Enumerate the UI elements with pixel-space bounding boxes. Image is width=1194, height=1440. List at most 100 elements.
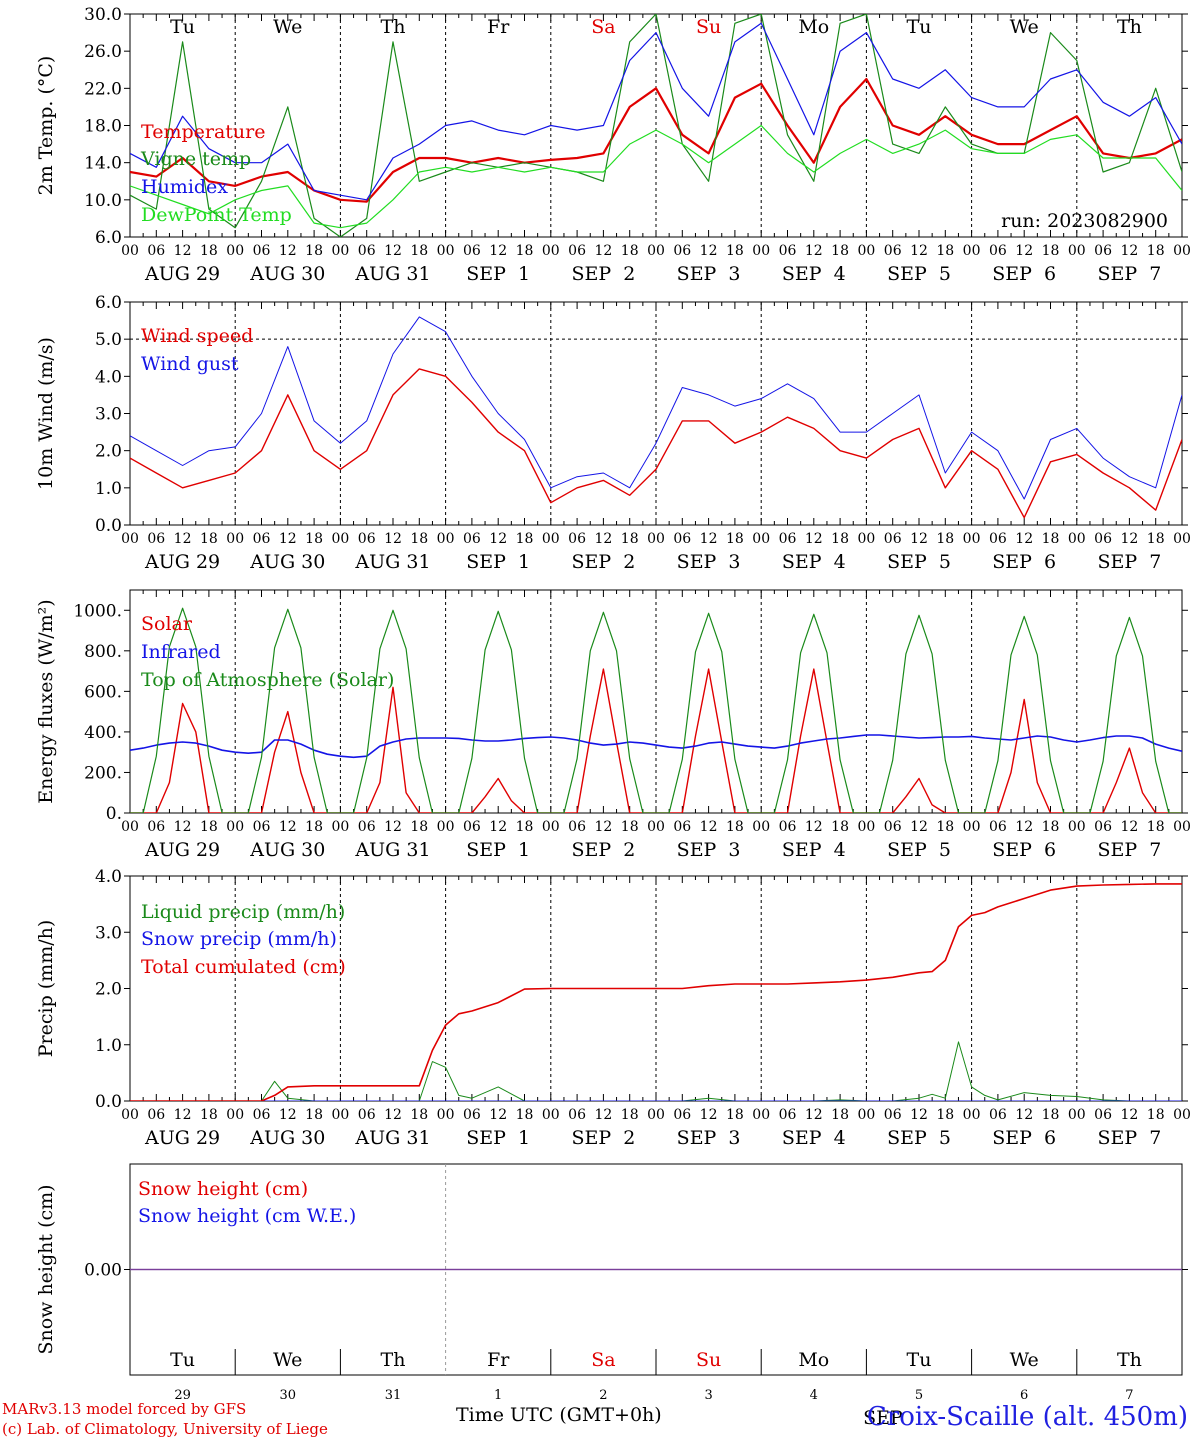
y-axis-label: Energy fluxes (W/m²) xyxy=(35,599,57,803)
y-tick-label: 4.0 xyxy=(95,367,122,387)
hour-label: 00 xyxy=(542,531,560,547)
day-name: We xyxy=(273,16,302,38)
hour-label: 06 xyxy=(989,243,1007,259)
hour-label: 06 xyxy=(358,1107,376,1123)
hour-label: 12 xyxy=(279,531,297,547)
series-line-0 xyxy=(130,1041,1182,1101)
series-group xyxy=(130,316,1182,519)
y-tick-label: 1.0 xyxy=(95,479,122,499)
day-name: Th xyxy=(381,16,406,38)
date-label: AUG 30 xyxy=(249,1127,325,1149)
legend-label: Humidex xyxy=(141,176,228,198)
hour-label: 12 xyxy=(384,531,402,547)
legend-label: Infrared xyxy=(141,641,221,663)
y-tick-label: 2.0 xyxy=(95,442,122,462)
hour-label: 12 xyxy=(805,1107,823,1123)
hour-label: 06 xyxy=(147,531,165,547)
hour-label: 00 xyxy=(331,1107,349,1123)
hour-label: 18 xyxy=(831,1107,849,1123)
hour-label: 18 xyxy=(200,1107,218,1123)
hour-label: 12 xyxy=(1015,1107,1033,1123)
hour-label: 06 xyxy=(779,531,797,547)
station-name: Croix-Scaille (alt. 450m) xyxy=(866,1402,1188,1432)
date-label: SEP 7 xyxy=(1097,263,1161,285)
hour-label: 06 xyxy=(463,531,481,547)
hour-label: 12 xyxy=(594,531,612,547)
day-number: 2 xyxy=(599,1388,607,1403)
hour-label: 12 xyxy=(700,531,718,547)
day-name: Fr xyxy=(487,16,510,38)
y-tick-label: 400. xyxy=(84,723,122,743)
day-name-bottom: We xyxy=(1010,1349,1039,1371)
date-label: AUG 30 xyxy=(249,839,325,861)
day-name-bottom: Sa xyxy=(591,1349,615,1371)
hour-label: 18 xyxy=(1042,1107,1060,1123)
hour-label: 06 xyxy=(673,531,691,547)
y-tick-label: 3.0 xyxy=(95,923,122,943)
hour-label: 00 xyxy=(1068,1107,1086,1123)
y-tick-label: 0. xyxy=(106,804,122,824)
hour-label: 00 xyxy=(437,819,455,835)
date-label: SEP 4 xyxy=(782,263,846,285)
y-axis-label: Precip (mm/h) xyxy=(35,920,57,1058)
hour-label: 00 xyxy=(226,819,244,835)
date-label: SEP 3 xyxy=(677,263,741,285)
legend-label: Vigne temp xyxy=(140,148,251,170)
day-number: 6 xyxy=(1020,1388,1028,1403)
hour-label: 12 xyxy=(384,1107,402,1123)
legend-label: Total cumulated (cm) xyxy=(141,956,346,978)
hour-label: 06 xyxy=(1094,531,1112,547)
hour-label: 00 xyxy=(857,243,875,259)
hour-label: 18 xyxy=(305,1107,323,1123)
hour-label: 06 xyxy=(673,1107,691,1123)
hour-label: 18 xyxy=(831,531,849,547)
y-tick-label: 1000. xyxy=(73,601,122,621)
hour-label: 12 xyxy=(910,1107,928,1123)
hour-label: 00 xyxy=(1068,819,1086,835)
hour-label: 18 xyxy=(1147,1107,1165,1123)
hour-label: 18 xyxy=(200,819,218,835)
legend-label: Temperature xyxy=(141,121,265,143)
time-axis-title: Time UTC (GMT+0h) xyxy=(456,1404,662,1426)
hour-label: 00 xyxy=(752,531,770,547)
hour-label: 12 xyxy=(594,1107,612,1123)
y-tick-label: 22.0 xyxy=(84,79,122,99)
y-tick-label: 18.0 xyxy=(84,117,122,137)
date-label: AUG 30 xyxy=(249,551,325,573)
hour-label: 00 xyxy=(1068,531,1086,547)
hour-label: 06 xyxy=(884,1107,902,1123)
hour-label: 00 xyxy=(1173,1107,1191,1123)
hour-label: 12 xyxy=(1120,1107,1138,1123)
hour-label: 06 xyxy=(358,819,376,835)
hour-label: 18 xyxy=(1147,243,1165,259)
hour-label: 12 xyxy=(1120,819,1138,835)
hour-label: 06 xyxy=(253,1107,271,1123)
hour-label: 00 xyxy=(331,243,349,259)
hour-label: 00 xyxy=(542,1107,560,1123)
hour-label: 18 xyxy=(1042,531,1060,547)
day-name-bottom: Th xyxy=(1117,1349,1142,1371)
hour-label: 18 xyxy=(1147,819,1165,835)
day-name: Mo xyxy=(798,16,829,38)
series-group xyxy=(130,14,1182,237)
legend-label: Top of Atmosphere (Solar) xyxy=(141,669,394,691)
hour-label: 06 xyxy=(358,531,376,547)
hour-label: 12 xyxy=(805,243,823,259)
hour-label: 18 xyxy=(831,819,849,835)
hour-label: 06 xyxy=(253,531,271,547)
date-label: AUG 29 xyxy=(144,839,220,861)
panel-4: 0.00 Snow height (cm) Snow height (cm) Snow… xyxy=(35,1163,1188,1429)
hour-label: 00 xyxy=(437,1107,455,1123)
hour-label: 06 xyxy=(673,243,691,259)
date-label: SEP 4 xyxy=(782,551,846,573)
day-name-bottom: Th xyxy=(381,1349,406,1371)
hour-label: 00 xyxy=(121,243,139,259)
day-name: Th xyxy=(1117,16,1142,38)
hour-label: 00 xyxy=(857,819,875,835)
hour-label: 06 xyxy=(463,243,481,259)
hour-label: 12 xyxy=(489,243,507,259)
day-name: Tu xyxy=(907,16,932,38)
y-tick-label: 10.0 xyxy=(84,191,122,211)
day-number: 29 xyxy=(174,1388,191,1403)
hour-label: 00 xyxy=(963,1107,981,1123)
